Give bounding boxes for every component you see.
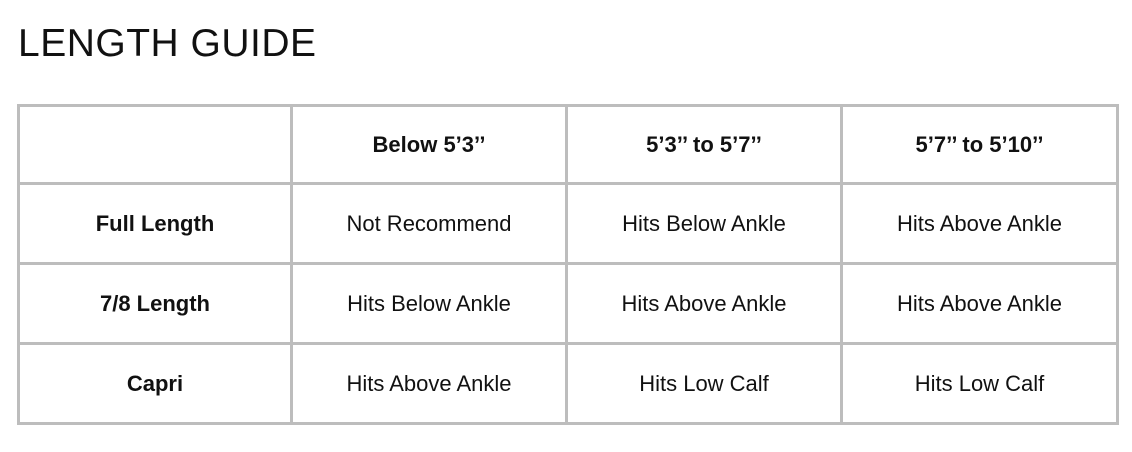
column-header: 5’7’’ to 5’10’’ — [840, 104, 1119, 185]
table-cell: Hits Low Calf — [565, 342, 843, 425]
table-cell: Hits Below Ankle — [290, 262, 568, 345]
length-guide-table: Below 5’3’’ 5’3’’ to 5’7’’ 5’7’’ to 5’10… — [17, 104, 1119, 425]
table-cell: Not Recommend — [290, 182, 568, 265]
table-cell: Hits Below Ankle — [565, 182, 843, 265]
table-cell: Hits Low Calf — [840, 342, 1119, 425]
row-header: Capri — [17, 342, 293, 425]
table-cell: Hits Above Ankle — [840, 262, 1119, 345]
table-row: Full Length Not Recommend Hits Below Ank… — [17, 182, 1119, 265]
table-header-row: Below 5’3’’ 5’3’’ to 5’7’’ 5’7’’ to 5’10… — [17, 104, 1119, 185]
table-row: 7/8 Length Hits Below Ankle Hits Above A… — [17, 262, 1119, 345]
table-row: Capri Hits Above Ankle Hits Low Calf Hit… — [17, 342, 1119, 425]
table-cell: Hits Above Ankle — [840, 182, 1119, 265]
column-header: 5’3’’ to 5’7’’ — [565, 104, 843, 185]
row-header: 7/8 Length — [17, 262, 293, 345]
table-cell: Hits Above Ankle — [290, 342, 568, 425]
page-title: LENGTH GUIDE — [18, 22, 317, 65]
table-cell: Hits Above Ankle — [565, 262, 843, 345]
column-header: Below 5’3’’ — [290, 104, 568, 185]
row-header: Full Length — [17, 182, 293, 265]
corner-cell — [17, 104, 293, 185]
